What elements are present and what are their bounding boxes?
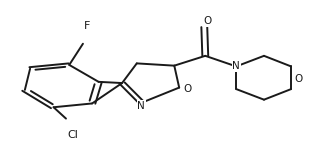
Text: O: O	[294, 73, 302, 83]
Text: Cl: Cl	[67, 130, 78, 140]
Text: O: O	[203, 16, 212, 26]
Text: F: F	[84, 21, 90, 31]
Text: N: N	[137, 101, 145, 111]
Text: N: N	[232, 61, 240, 71]
Text: O: O	[184, 84, 192, 94]
